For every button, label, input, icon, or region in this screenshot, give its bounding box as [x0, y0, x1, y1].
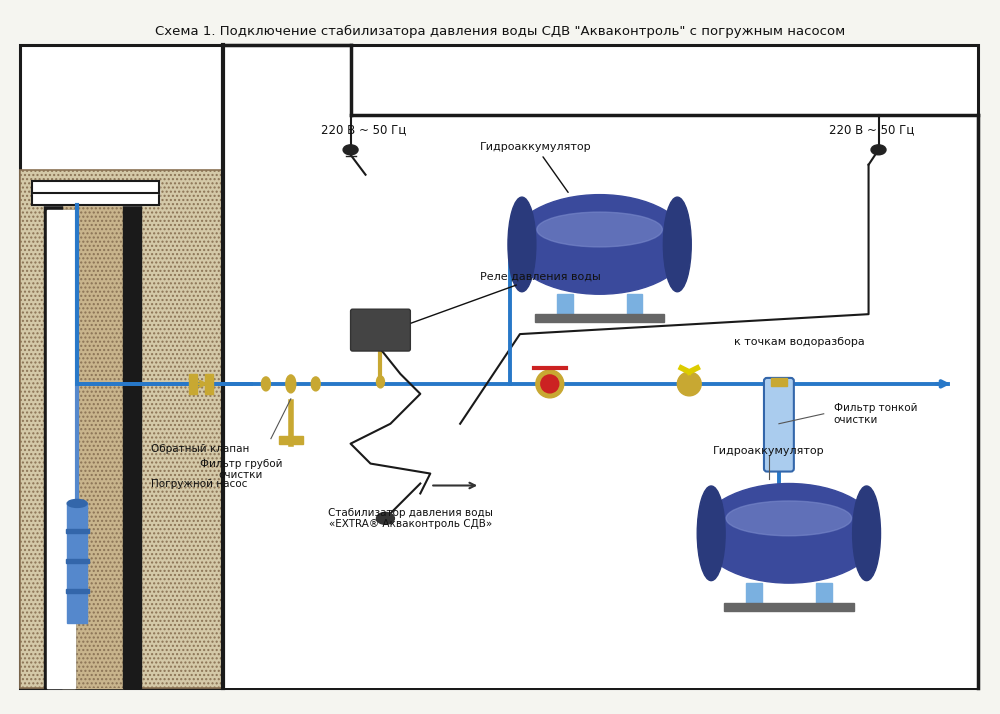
Text: Стабилизатор давления воды
«EXTRA® Акваконтроль СДВ»: Стабилизатор давления воды «EXTRA® Аквак…	[328, 508, 493, 529]
Bar	[627, 294, 642, 316]
Bar	[44, 205, 62, 688]
Text: Гидроаккумулятор: Гидроаккумулятор	[480, 142, 592, 192]
Bar	[535, 314, 664, 322]
Ellipse shape	[376, 376, 384, 388]
Bar	[771, 378, 787, 386]
FancyBboxPatch shape	[224, 170, 978, 688]
Circle shape	[677, 372, 701, 396]
Text: Фильтр тонкой
очистки: Фильтр тонкой очистки	[834, 403, 917, 425]
Bar	[67, 503, 87, 623]
Text: Реле давления воды: Реле давления воды	[411, 271, 601, 323]
Bar	[816, 583, 832, 605]
Bar	[123, 205, 141, 688]
Circle shape	[541, 375, 559, 393]
Bar	[47, 210, 75, 688]
FancyBboxPatch shape	[764, 378, 794, 471]
Bar	[32, 190, 159, 205]
Text: Гидроаккумулятор: Гидроаккумулятор	[713, 446, 825, 456]
FancyBboxPatch shape	[20, 170, 224, 688]
FancyBboxPatch shape	[20, 45, 978, 688]
Bar	[32, 181, 159, 193]
Bar	[205, 374, 213, 394]
Circle shape	[536, 370, 564, 398]
Ellipse shape	[508, 197, 536, 292]
Bar	[557, 294, 573, 316]
Ellipse shape	[376, 513, 394, 524]
Text: 220 В ~ 50 Гц: 220 В ~ 50 Гц	[829, 124, 914, 136]
Ellipse shape	[286, 375, 296, 393]
Bar	[66, 589, 89, 593]
Ellipse shape	[537, 212, 662, 247]
Text: Фильтр грубой
очистки: Фильтр грубой очистки	[200, 458, 282, 481]
Ellipse shape	[67, 500, 87, 508]
Text: Обратный клапан: Обратный клапан	[151, 443, 250, 453]
FancyBboxPatch shape	[20, 170, 224, 688]
Text: к точкам водоразбора: к точкам водоразбора	[734, 337, 865, 347]
Text: Погружной насос: Погружной насос	[151, 478, 248, 488]
Ellipse shape	[697, 486, 725, 580]
Bar	[47, 210, 75, 688]
Text: 220 В ~ 50 Гц: 220 В ~ 50 Гц	[321, 124, 406, 136]
Bar	[66, 559, 89, 563]
Bar	[189, 374, 197, 394]
Ellipse shape	[853, 486, 881, 580]
Bar	[279, 436, 303, 443]
Text: Схема 1. Подключение стабилизатора давления воды СДВ "Акваконтроль" с погружным : Схема 1. Подключение стабилизатора давле…	[155, 25, 845, 39]
Bar	[62, 205, 123, 688]
Ellipse shape	[726, 501, 852, 536]
Ellipse shape	[311, 377, 320, 391]
Bar	[746, 583, 762, 605]
Ellipse shape	[343, 145, 358, 155]
FancyArrowPatch shape	[194, 381, 205, 387]
Bar	[66, 529, 89, 533]
Ellipse shape	[261, 377, 270, 391]
Ellipse shape	[699, 483, 879, 583]
FancyBboxPatch shape	[351, 309, 410, 351]
Bar	[724, 603, 854, 611]
Bar	[32, 190, 159, 205]
Bar	[62, 205, 123, 688]
Ellipse shape	[663, 197, 691, 292]
Bar	[32, 181, 159, 193]
Ellipse shape	[510, 195, 689, 294]
Ellipse shape	[871, 145, 886, 155]
